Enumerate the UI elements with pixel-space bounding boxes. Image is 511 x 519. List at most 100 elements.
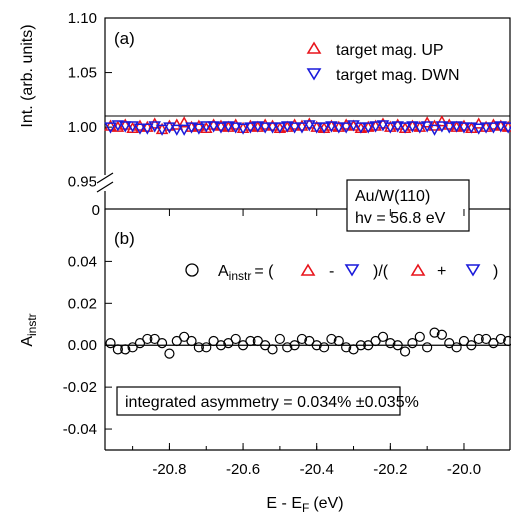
asymmetry-point — [355, 340, 366, 351]
dwn-marker — [214, 122, 228, 134]
asymmetry-point — [333, 335, 344, 347]
dwn-marker — [413, 122, 427, 134]
asymmetry-point — [120, 344, 131, 355]
dwn-marker — [384, 122, 397, 134]
dwn-marker — [332, 122, 346, 134]
asymmetry-point — [385, 338, 396, 349]
panel-b: (b) 0.040.020.00-0.02-0.04 -20.8 -20.6 -20… — [19, 209, 511, 515]
panel-a-label: (a) — [114, 29, 135, 48]
legend-eq-up-marker-1 — [300, 263, 316, 276]
asymmetry-point — [289, 340, 300, 351]
sample-info-box: Au/W(110) hv = 56.8 eV — [346, 179, 470, 232]
asymmetry-point — [311, 340, 322, 351]
legend-dwn-marker — [306, 68, 322, 81]
legend-eq-mid: )/( — [373, 263, 389, 280]
asymmetry-point — [429, 327, 440, 338]
up-marker — [192, 119, 206, 131]
x-axis-label: E - EF (eV) — [266, 495, 343, 515]
up-marker — [118, 118, 132, 130]
legend-eq-close: ) — [493, 263, 498, 280]
panel-a: (a) 0.95 1.00 1.05 1.10 target mag. UP targ… — [19, 10, 511, 210]
a-y-tick-label: 1.10 — [68, 10, 97, 27]
x-tick-label: -20.8 — [152, 461, 186, 478]
up-marker — [148, 117, 161, 129]
axis-break-mark-lower — [96, 181, 114, 193]
up-marker — [435, 115, 449, 127]
dwn-marker — [457, 122, 471, 134]
a-y-tick-label: 1.00 — [68, 119, 97, 136]
asymmetry-point — [112, 344, 123, 355]
dwn-marker — [435, 121, 449, 133]
asymmetry-point — [230, 333, 241, 345]
asymmetry-point — [414, 331, 425, 342]
dwn-marker — [406, 121, 419, 133]
dwn-marker — [280, 121, 294, 133]
dwn-marker — [479, 122, 493, 134]
dwn-marker — [369, 121, 382, 133]
dwn-marker — [163, 122, 176, 134]
asymmetry-point — [274, 333, 285, 345]
panel-a-y-axis: 0.95 1.00 1.05 1.10 — [68, 10, 112, 191]
dwn-marker — [251, 121, 265, 133]
panel-a-y-label: Int. (arb. units) — [19, 24, 36, 127]
asymmetry-point — [193, 342, 204, 353]
axis-break-zero-label: 0 — [92, 202, 100, 219]
asymmetry-point — [318, 342, 330, 353]
b-y-tick-label: 0.02 — [68, 295, 97, 312]
x-tick-label: -20.6 — [226, 461, 260, 478]
panel-b-y-label: Ainstr — [19, 313, 39, 346]
b-y-tick-label: 0.04 — [68, 253, 97, 270]
integrated-asymmetry-text: integrated asymmetry = 0.034% ±0.035% — [125, 394, 419, 411]
dwn-marker — [273, 122, 287, 134]
asymmetry-point — [267, 344, 278, 355]
up-marker — [442, 118, 456, 130]
dwn-marker — [391, 121, 404, 133]
dwn-marker — [104, 122, 117, 134]
up-marker — [214, 119, 228, 131]
asymmetry-point — [215, 340, 227, 351]
asymmetry-point — [503, 335, 511, 347]
dwn-marker — [487, 122, 500, 134]
a-y-tick-label: 1.05 — [68, 65, 97, 82]
axis-break-mark-upper — [96, 172, 114, 184]
dwn-marker — [258, 122, 272, 134]
dwn-marker — [310, 122, 323, 134]
dwn-marker — [303, 120, 316, 132]
dwn-marker — [295, 122, 309, 134]
panel-a-frame — [104, 17, 511, 210]
photon-energy: hv = 56.8 eV — [355, 210, 446, 227]
x-axis: -20.8 -20.6 -20.4 -20.2 -20.0 — [132, 209, 481, 478]
dwn-marker — [494, 121, 508, 133]
dwn-marker — [126, 121, 139, 133]
b-y-tick-label: -0.02 — [63, 379, 97, 396]
asymmetry-point — [392, 340, 403, 351]
b-y-tick-label: -0.04 — [63, 421, 97, 438]
dwn-marker — [155, 124, 169, 136]
dwn-marker — [141, 123, 154, 135]
up-marker — [177, 116, 191, 128]
dwn-marker — [185, 122, 198, 134]
dwn-marker — [192, 123, 206, 135]
panel-a-legend: target mag. UP target mag. DWN — [306, 41, 460, 84]
dwn-marker — [376, 120, 390, 132]
legend-asym-marker — [185, 263, 199, 277]
dwn-marker — [244, 122, 257, 134]
legend-eq-dwn-marker-2 — [465, 264, 481, 277]
b-y-tick-label: 0.00 — [68, 337, 97, 354]
legend-eq-up-marker-2 — [410, 263, 426, 276]
panel-b-points — [105, 327, 511, 359]
sample-info-frame — [346, 179, 470, 232]
dwn-marker — [118, 121, 132, 133]
asymmetry-point — [201, 342, 212, 353]
up-marker — [104, 119, 117, 131]
asymmetry-point — [399, 346, 411, 357]
sample-name: Au/W(110) — [355, 188, 430, 205]
x-tick-label: -20.4 — [300, 461, 334, 478]
asymmetry-point — [296, 333, 308, 345]
up-marker — [457, 119, 471, 131]
asymmetry-point — [186, 335, 197, 347]
panel-a-points — [104, 115, 511, 136]
dwn-marker — [177, 124, 191, 136]
dwn-marker — [398, 122, 412, 134]
asymmetry-point — [326, 333, 337, 345]
